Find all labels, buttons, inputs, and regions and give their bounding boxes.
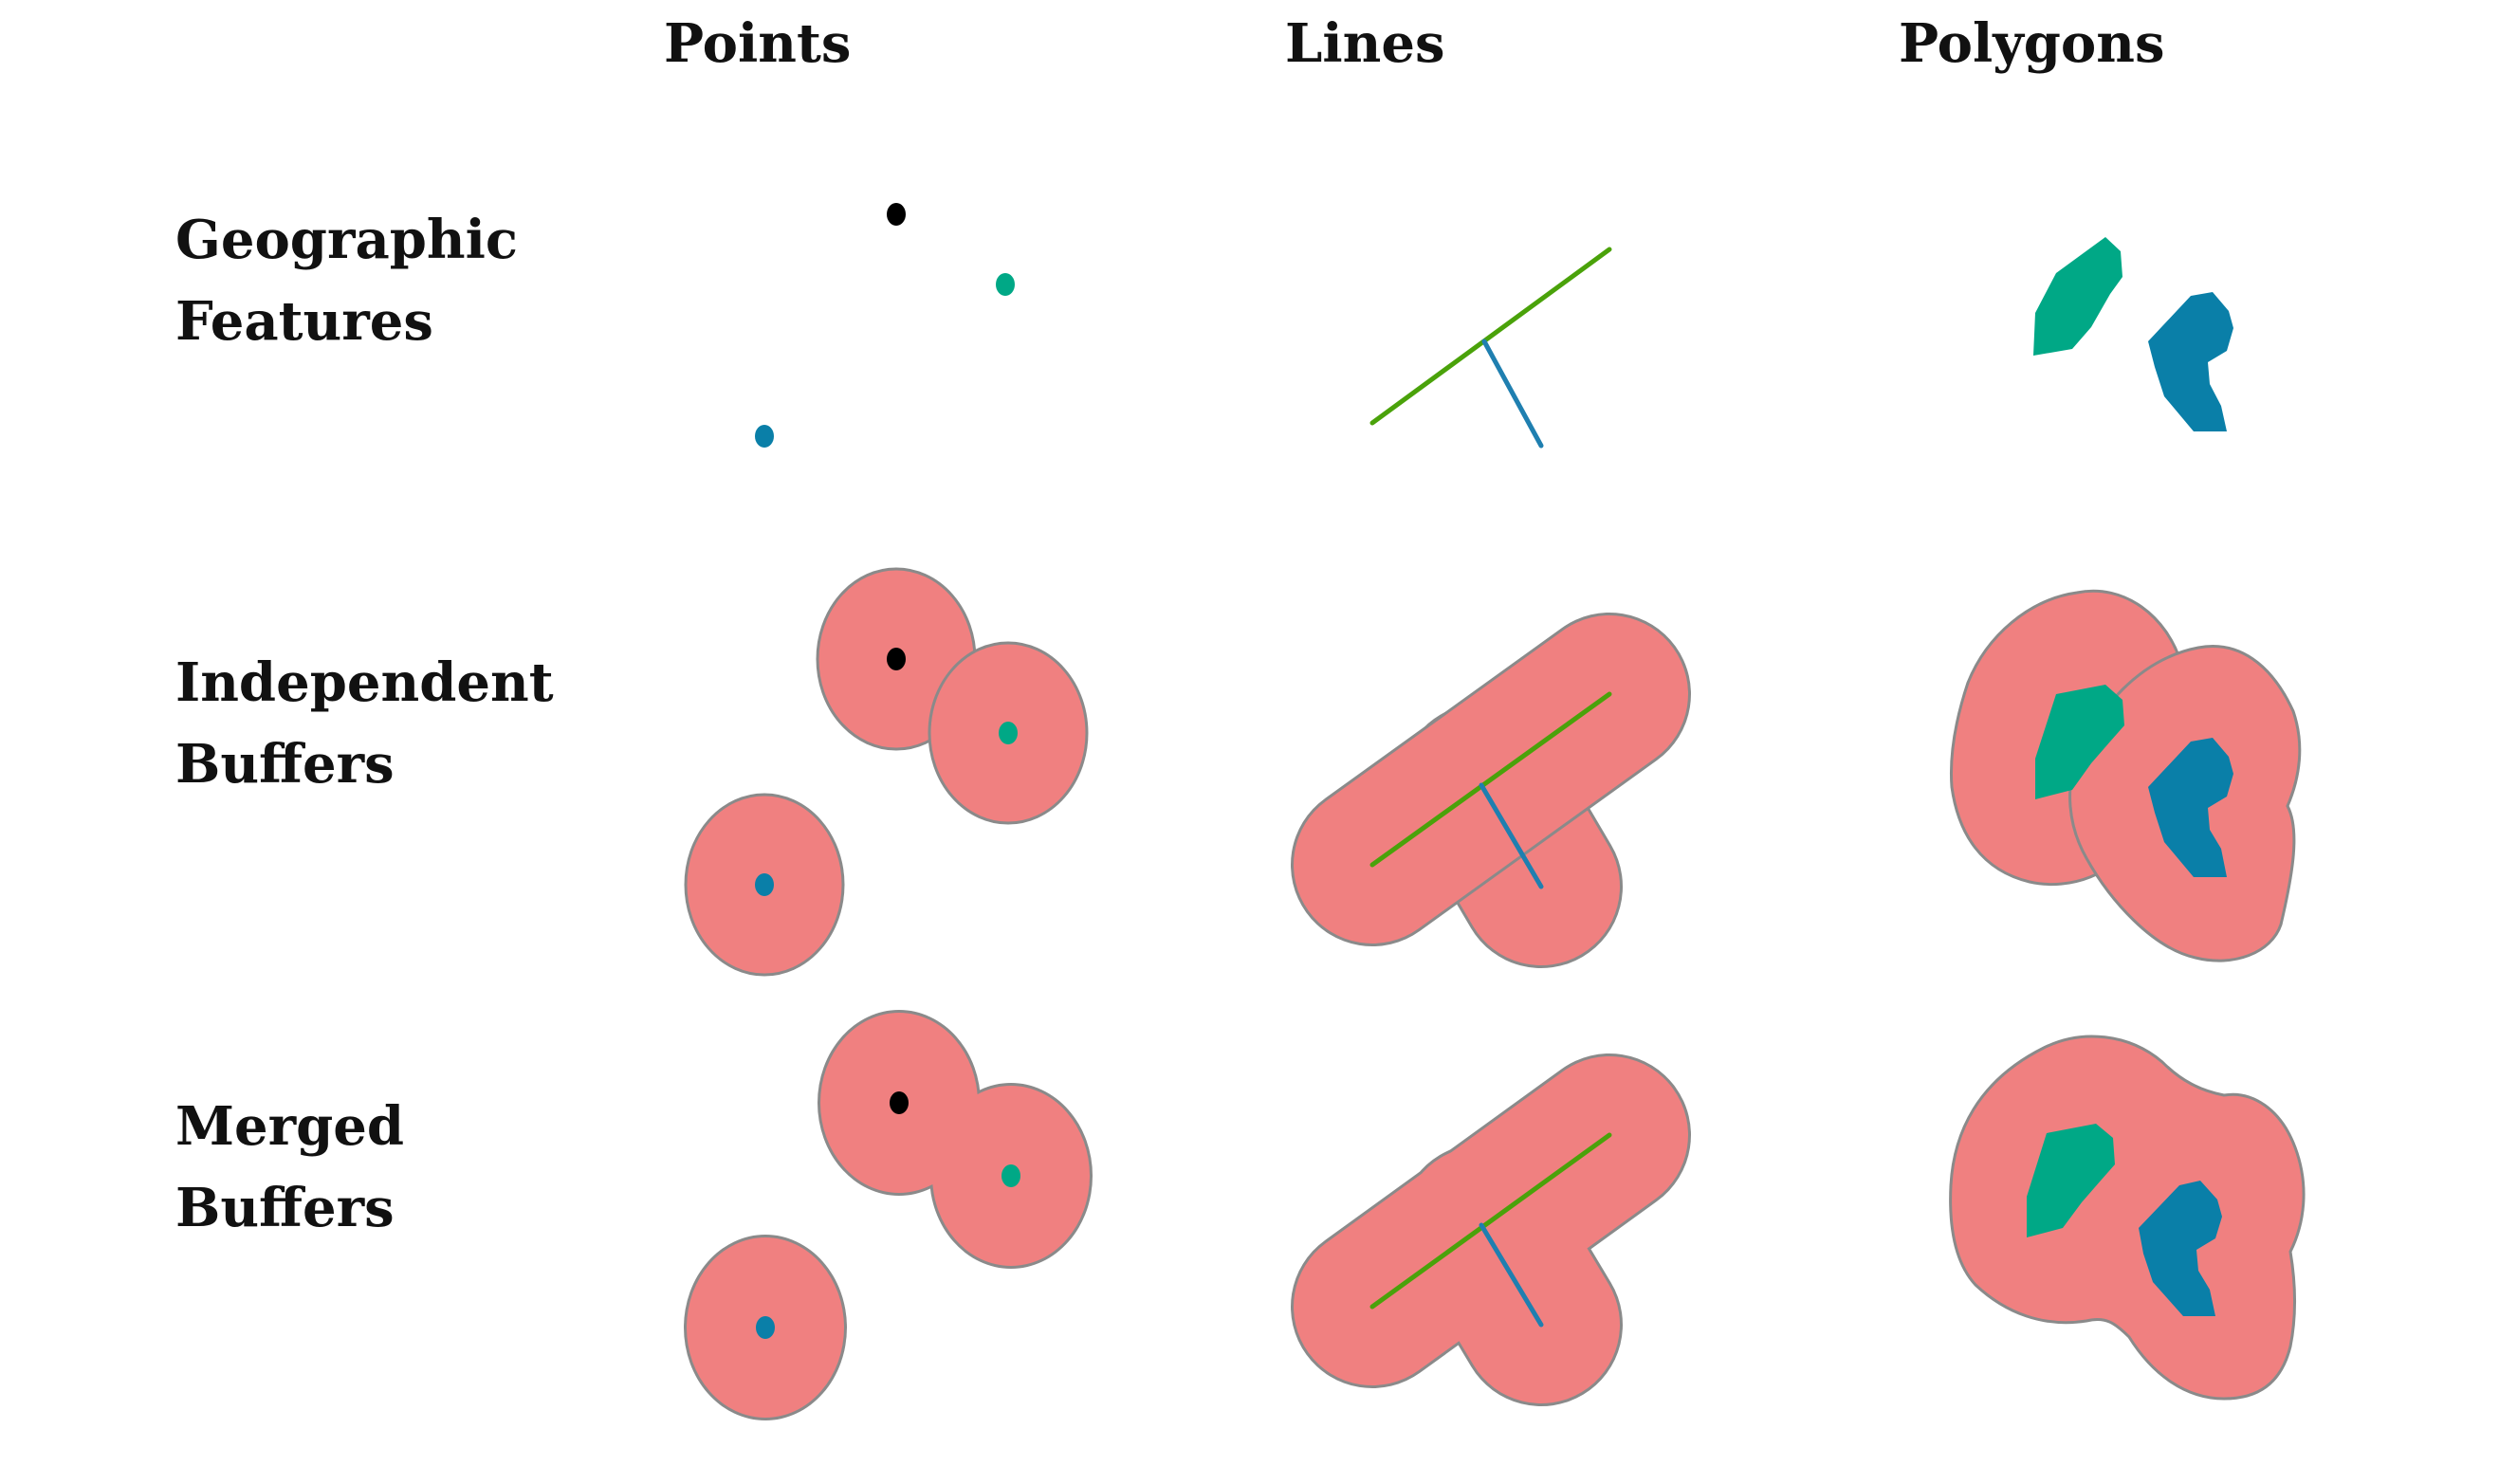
merged-point-buffer-fill (687, 1013, 1090, 1418)
line-blue (1479, 782, 1544, 889)
geographic-features-lines (1369, 247, 1612, 449)
polygon-blue (2148, 738, 2233, 877)
column-header-polygons: Polygons (1899, 12, 2165, 75)
column-header-points: Points (664, 12, 852, 75)
geographic-features-polygons (2033, 237, 2233, 431)
row-header-geographic-features: Geographic Features (175, 199, 518, 362)
point-blue (755, 425, 774, 448)
point-blue (755, 873, 774, 896)
polygon-teal (2027, 1124, 2115, 1237)
row-header-line: Buffers (175, 1177, 395, 1239)
row-header-line: Features (175, 290, 433, 353)
polygon-teal (2035, 685, 2124, 799)
line-green (1369, 691, 1612, 868)
independent-buffers-points (684, 567, 1089, 977)
row-header-line: Buffers (175, 733, 395, 796)
point-teal (996, 273, 1015, 296)
merged-buffers-lines (1291, 1053, 1691, 1406)
polygon-blue (2139, 1181, 2222, 1316)
line-green (1369, 1132, 1612, 1310)
point-blue (756, 1316, 775, 1339)
line-blue (1481, 339, 1544, 449)
row-header-line: Merged (175, 1095, 405, 1158)
row-header-merged-buffers: Merged Buffers (175, 1086, 404, 1249)
line-green (1369, 247, 1612, 426)
polygon-blue (2148, 292, 2233, 431)
merged-buffers-polygons (1949, 1035, 2306, 1401)
polygon-teal (2033, 237, 2122, 356)
column-header-lines: Lines (1285, 12, 1445, 75)
independent-buffers-lines (1291, 613, 1691, 968)
line-blue (1479, 1222, 1544, 1328)
row-header-independent-buffers: Independent Buffers (175, 642, 554, 805)
point-black (887, 203, 906, 226)
row-header-line: Independent (175, 651, 554, 714)
point-black (887, 648, 906, 670)
independent-buffers-polygons (1949, 589, 2302, 962)
geographic-features-points (755, 203, 1015, 448)
merged-buffers-points (684, 1010, 1093, 1420)
row-header-line: Geographic (175, 209, 518, 271)
point-black (890, 1091, 909, 1114)
point-teal (999, 722, 1018, 744)
merged-polygon-buffer (1949, 1035, 2306, 1401)
point-teal (1001, 1164, 1020, 1187)
